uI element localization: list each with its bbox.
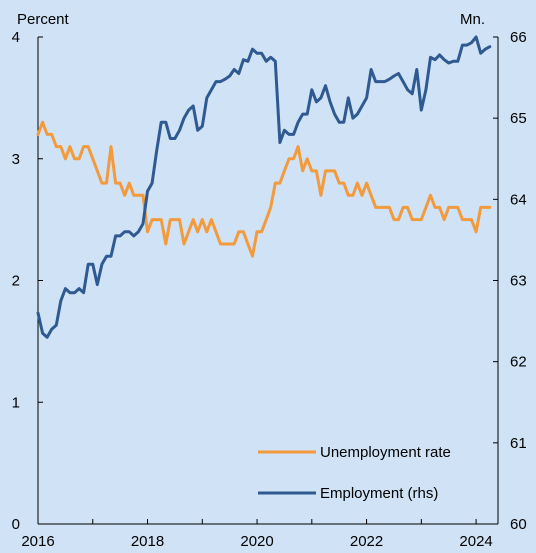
legend-label-unemployment: Unemployment rate xyxy=(320,444,451,461)
series-line-unemployment xyxy=(36,120,492,258)
left-tick-label: 2 xyxy=(12,273,20,290)
right-tick-label: 60 xyxy=(510,516,527,533)
x-tick-label: 2022 xyxy=(350,533,383,550)
x-tick-label: 2018 xyxy=(131,533,164,550)
right-tick-label: 64 xyxy=(510,191,527,208)
x-tick-label: 2020 xyxy=(240,533,273,550)
right-tick-label: 63 xyxy=(510,273,527,290)
legend: Unemployment rate Employment (rhs) xyxy=(258,444,451,502)
right-axis-ticks: 60 61 62 63 64 65 66 xyxy=(493,29,527,533)
series-line-employment xyxy=(36,35,492,339)
x-axis-ticks: 2016 2018 2020 2022 2024 xyxy=(21,519,493,550)
left-tick-label: 3 xyxy=(12,151,20,168)
right-axis-unit: Mn. xyxy=(460,11,485,28)
right-tick-label: 62 xyxy=(510,354,527,371)
left-axis-unit: Percent xyxy=(17,11,70,28)
x-tick-label: 2016 xyxy=(21,533,54,550)
left-tick-label: 0 xyxy=(12,516,20,533)
left-axis-ticks: 0 1 2 3 4 xyxy=(12,29,43,533)
x-tick-label: 2024 xyxy=(459,533,492,550)
right-tick-label: 66 xyxy=(510,29,527,46)
right-tick-label: 61 xyxy=(510,435,527,452)
legend-label-employment: Employment (rhs) xyxy=(320,485,438,502)
right-tick-label: 65 xyxy=(510,110,527,127)
left-tick-label: 4 xyxy=(12,29,20,46)
series-layer xyxy=(36,35,492,339)
left-tick-label: 1 xyxy=(12,394,20,411)
